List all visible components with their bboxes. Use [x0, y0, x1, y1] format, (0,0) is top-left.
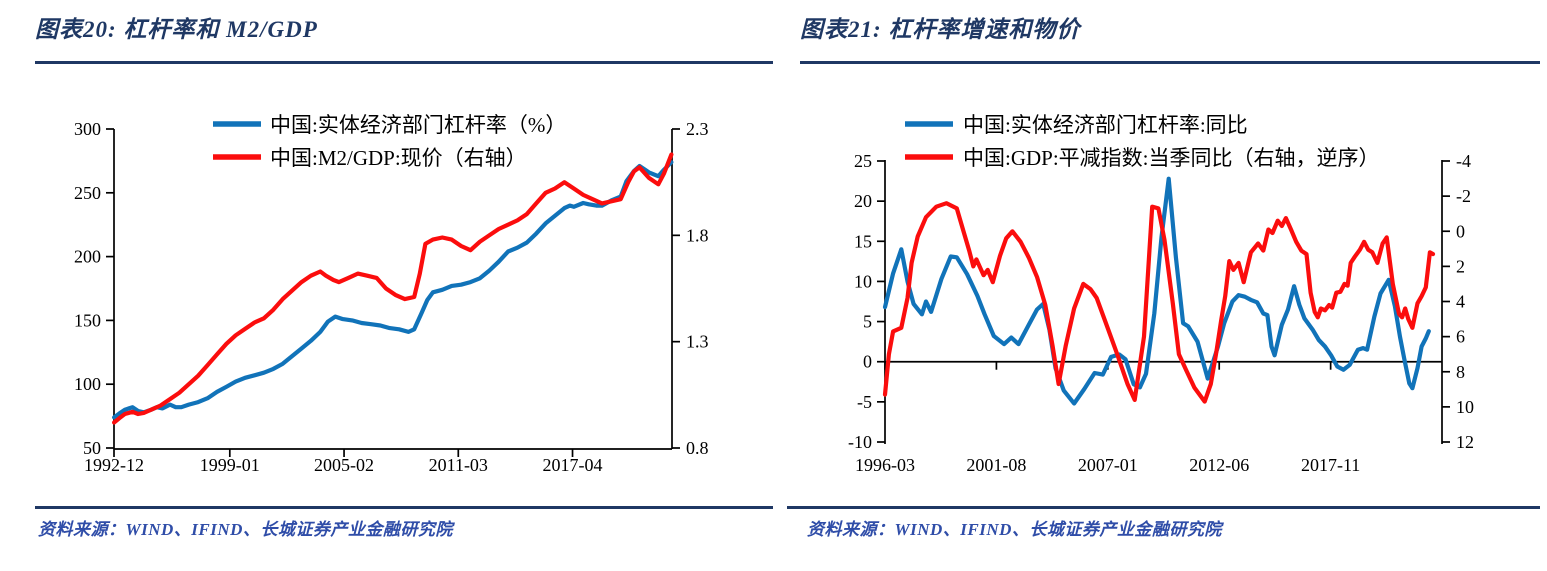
series-line-1 — [882, 201, 1436, 404]
x-tick-label: 2017-11 — [1301, 455, 1360, 475]
y-right-tick-label: 12 — [1456, 432, 1474, 452]
x-tick-label: 1992-12 — [84, 455, 144, 475]
y-right-tick-label: 1.8 — [686, 225, 709, 245]
x-tick-label: 2001-08 — [966, 455, 1026, 475]
y-right-tick-label: -4 — [1456, 151, 1471, 171]
y-left-tick-label: 250 — [74, 183, 101, 203]
series-line-0 — [882, 176, 1431, 406]
y-right-tick-label: -2 — [1456, 186, 1471, 206]
legend-label-0: 中国:实体经济部门杠杆率:同比 — [963, 113, 1248, 137]
y-left-tick-label: 15 — [854, 231, 872, 251]
left-chart-title: 图表20: 杠杆率和 M2/GDP — [35, 17, 318, 42]
series-line-1 — [111, 152, 674, 425]
x-tick-label: 1999-01 — [200, 455, 260, 475]
y-right-tick-label: 4 — [1456, 292, 1465, 312]
y-left-tick-label: 50 — [83, 438, 101, 458]
y-left-tick-label: -5 — [857, 392, 872, 412]
y-left-tick-label: 20 — [854, 191, 872, 211]
legend-label-0: 中国:实体经济部门杠杆率（%） — [270, 113, 566, 137]
y-right-tick-label: 6 — [1456, 327, 1465, 347]
right-source-note: 资料来源：WIND、IFIND、长城证券产业金融研究院 — [807, 520, 1222, 539]
left-footer-rule — [35, 506, 773, 509]
right-chart-title: 图表21: 杠杆率增速和物价 — [800, 17, 1081, 42]
y-right-tick-label: 2 — [1456, 256, 1465, 276]
y-left-tick-label: 10 — [854, 271, 872, 291]
y-right-tick-label: 8 — [1456, 362, 1465, 382]
series-line-0 — [111, 160, 674, 420]
y-right-tick-label: 0 — [1456, 221, 1465, 241]
x-tick-label: 2007-01 — [1078, 455, 1138, 475]
y-left-tick-label: 0 — [863, 352, 872, 372]
right-footer-rule — [787, 506, 1540, 509]
y-right-tick-label: 2.3 — [686, 119, 709, 139]
x-tick-label: 2011-03 — [429, 455, 488, 475]
left-source-note: 资料来源：WIND、IFIND、长城证券产业金融研究院 — [38, 520, 453, 539]
y-left-tick-label: 25 — [854, 151, 872, 171]
y-left-tick-label: 5 — [863, 312, 872, 332]
y-left-tick-label: 150 — [74, 310, 101, 330]
x-tick-label: 2012-06 — [1189, 455, 1249, 475]
y-right-tick-label: 0.8 — [686, 438, 709, 458]
x-tick-label: 1996-03 — [855, 455, 915, 475]
x-tick-label: 2017-04 — [543, 455, 603, 475]
y-right-tick-label: 10 — [1456, 397, 1474, 417]
y-left-tick-label: 300 — [74, 119, 101, 139]
left-title-rule — [35, 61, 773, 64]
legend-label-1: 中国:M2/GDP:现价（右轴） — [270, 146, 527, 170]
y-right-tick-label: 1.3 — [686, 332, 709, 352]
y-left-tick-label: 200 — [74, 247, 101, 267]
legend-label-1: 中国:GDP:平减指数:当季同比（右轴，逆序） — [963, 146, 1380, 170]
y-left-tick-label: 100 — [74, 374, 101, 394]
right-title-rule — [800, 61, 1540, 64]
x-tick-label: 2005-02 — [314, 455, 374, 475]
y-left-tick-label: -10 — [848, 432, 872, 452]
